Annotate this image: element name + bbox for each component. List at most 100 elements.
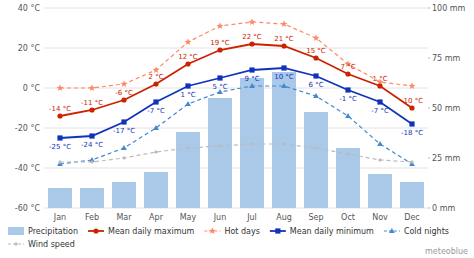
point: [249, 67, 254, 72]
y-tick-label: 40 °C: [18, 4, 41, 13]
data-label: -10 °C: [401, 97, 423, 105]
data-label: 12 °C: [178, 53, 198, 61]
y2-tick: [428, 208, 430, 209]
data-label: 1 °C: [372, 75, 387, 83]
y2-tick: [428, 108, 430, 109]
y2-tick: [428, 58, 430, 59]
point: [377, 83, 382, 88]
point: [89, 84, 96, 91]
x-tick-label: May: [180, 213, 197, 222]
x-tick-label: Mar: [116, 213, 132, 222]
point: [89, 107, 94, 112]
x-tick-label: Oct: [341, 213, 355, 222]
y-tick-label: -60 °C: [15, 204, 41, 213]
point: [378, 158, 382, 162]
point: [410, 160, 414, 164]
point: [154, 150, 158, 154]
bar: [48, 188, 72, 208]
data-label: 2 °C: [148, 73, 163, 81]
point: [185, 101, 191, 106]
data-label: 19 °C: [210, 39, 230, 47]
y2-tick: [428, 8, 430, 9]
legend-label: Wind speed: [28, 240, 75, 249]
point: [409, 105, 414, 110]
data-label: 22 °C: [242, 33, 262, 41]
legend-marker: [389, 228, 395, 233]
data-label: 9 °C: [244, 75, 259, 83]
bar: [176, 132, 200, 208]
data-label: 1 °C: [180, 91, 195, 99]
legend-item: Hot days: [204, 227, 259, 236]
point: [153, 66, 160, 73]
data-label: -1 °C: [339, 95, 357, 103]
point: [281, 43, 286, 48]
point: [345, 87, 350, 92]
bar: [144, 172, 168, 208]
point: [122, 156, 126, 160]
legend-item: Wind speed: [8, 240, 75, 249]
point: [377, 141, 383, 146]
point: [313, 93, 319, 98]
data-label: -7 °C: [147, 107, 165, 115]
plot-area: [48, 18, 424, 208]
data-label: -25 °C: [49, 143, 71, 151]
y2-tick-label: 0 mm: [432, 204, 455, 213]
point: [250, 142, 254, 146]
legend: PrecipitationMean daily maximumHot daysM…: [8, 227, 449, 249]
y-tick-label: -20 °C: [15, 124, 41, 133]
point: [121, 97, 126, 102]
point: [313, 73, 318, 78]
point: [282, 142, 286, 146]
line: [60, 68, 412, 138]
bar-series: [48, 72, 424, 208]
legend-marker: [209, 227, 216, 234]
point: [346, 152, 350, 156]
grid-line: [44, 128, 428, 129]
x-tick-label: Apr: [149, 213, 164, 222]
data-label: 5 °C: [212, 83, 227, 91]
bar: [112, 182, 136, 208]
point: [121, 119, 126, 124]
x-tick-label: Nov: [372, 213, 388, 222]
point: [217, 75, 222, 80]
data-label: 15 °C: [306, 47, 326, 55]
point: [217, 22, 224, 29]
grid-line: [44, 168, 428, 169]
point: [185, 38, 192, 45]
legend-item: Mean daily maximum: [88, 227, 195, 236]
point: [90, 160, 94, 164]
point: [409, 82, 416, 89]
y2-tick: [428, 158, 430, 159]
legend-item: Cold nights: [384, 227, 449, 236]
point: [153, 81, 158, 86]
legend-swatch: [8, 227, 24, 235]
grid: [44, 8, 428, 208]
line-series: [57, 41, 414, 118]
point: [345, 113, 351, 118]
x-tick-label: Sep: [308, 213, 323, 222]
point: [153, 125, 159, 130]
bar: [336, 148, 360, 208]
point: [186, 146, 190, 150]
point: [313, 34, 320, 41]
line-series: [57, 65, 414, 140]
data-label: -7 °C: [371, 107, 389, 115]
y2-tick-label: 25 mm: [432, 154, 461, 163]
point: [281, 83, 287, 88]
line-series: [58, 142, 414, 164]
chart: -60 °C-40 °C-20 °C0 °C20 °C40 °C0 mm25 m…: [0, 0, 474, 258]
legend-label: Mean daily maximum: [108, 227, 195, 236]
point: [314, 146, 318, 150]
point: [377, 99, 382, 104]
point: [313, 55, 318, 60]
legend-label: Hot days: [224, 227, 259, 236]
y2-tick-label: 100 mm: [432, 4, 466, 13]
data-label: 10 °C: [274, 73, 294, 81]
data-label: -6 °C: [115, 89, 133, 97]
bar: [272, 72, 296, 208]
data-label: -17 °C: [113, 127, 135, 135]
point: [218, 144, 222, 148]
point: [57, 135, 62, 140]
y2-tick-label: 50 mm: [432, 104, 461, 113]
point: [153, 99, 158, 104]
